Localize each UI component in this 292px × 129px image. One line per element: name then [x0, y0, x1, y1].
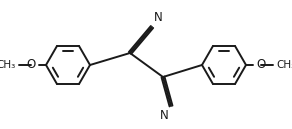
- Text: CH₃: CH₃: [0, 60, 16, 70]
- Text: O: O: [256, 58, 265, 71]
- Text: N: N: [160, 109, 169, 122]
- Text: CH₃: CH₃: [276, 60, 292, 70]
- Text: N: N: [154, 11, 163, 24]
- Text: O: O: [27, 58, 36, 71]
